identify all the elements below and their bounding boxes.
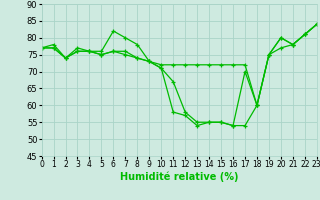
X-axis label: Humidité relative (%): Humidité relative (%) bbox=[120, 172, 238, 182]
